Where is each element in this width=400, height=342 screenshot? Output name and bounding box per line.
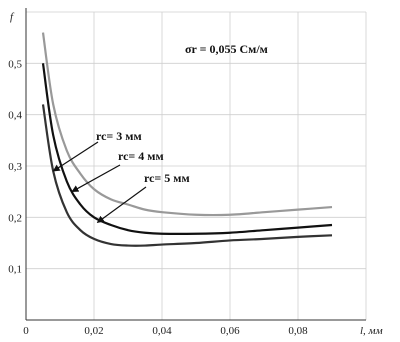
- x-tick-label: 0,04: [152, 325, 172, 337]
- series-line-rc3: [41, 32, 333, 217]
- x-tick-label: 0,02: [84, 325, 103, 337]
- x-tick-label: 0,06: [220, 325, 240, 337]
- series-label-rc3: rc= 3 мм: [96, 129, 142, 143]
- series-lines: [41, 32, 333, 247]
- series-label-rc5: rc= 5 мм: [144, 171, 190, 185]
- arrow-rc3: [52, 141, 99, 172]
- series-label-rc4: rc= 4 мм: [118, 149, 164, 163]
- y-tick-label: 0,1: [8, 264, 22, 276]
- annotation-arrows: [52, 141, 147, 223]
- y-tick-label: 0,2: [8, 212, 22, 224]
- y-tick-label: 0,3: [8, 161, 22, 173]
- x-tick-label: 0,08: [288, 325, 308, 337]
- grid: [26, 11, 367, 320]
- series-line-rc4: [41, 63, 333, 235]
- tick-labels: 0 0,02 0,04 0,06 0,08 0,1 0,2 0,3 0,4 0,5: [8, 58, 308, 337]
- y-tick-label: 0,4: [8, 110, 22, 122]
- y-axis-label: f: [10, 11, 15, 23]
- x-axis-label: l, мм: [360, 325, 383, 337]
- y-tick-label: 0,5: [8, 58, 22, 70]
- sigma-annotation: σr = 0,055 См/м: [185, 42, 268, 56]
- axes: [25, 8, 366, 321]
- arrow-rc5: [96, 186, 147, 223]
- series-line-rc5: [41, 104, 333, 247]
- arrow-rc4: [71, 164, 121, 193]
- x-tick-label: 0: [23, 325, 29, 337]
